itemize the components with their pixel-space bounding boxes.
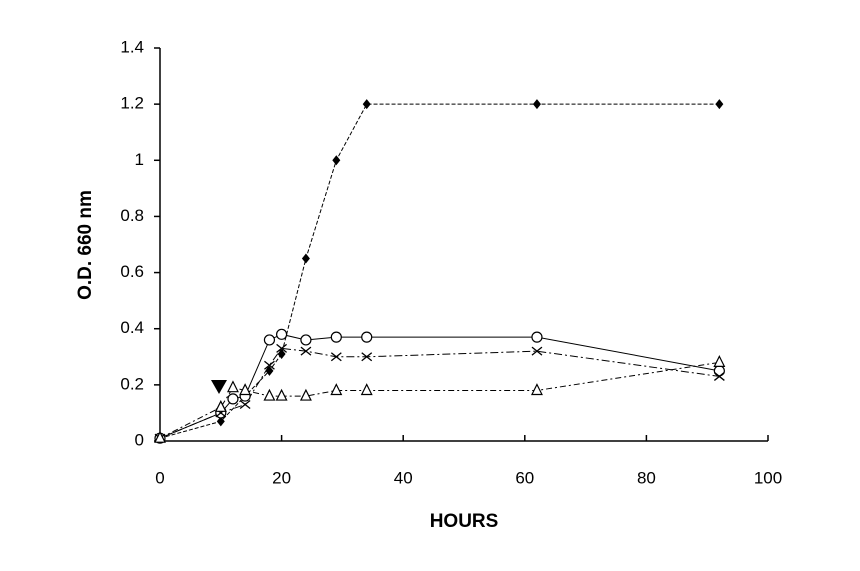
cross-marker [330,352,342,362]
cross-marker [264,360,275,370]
x-axis-label: HOURS [430,511,499,532]
y-tick-label: 0 [135,430,144,449]
y-tick-label: 1.4 [120,37,144,56]
cross-marker [239,399,251,410]
cross-marker [276,343,288,353]
cross-stroke [713,371,725,381]
diamond-marker [332,155,341,166]
diamond-marker [301,253,310,264]
cross-marker [713,371,725,381]
triangle-marker [299,388,312,401]
y-tick-label: 1.2 [120,94,144,113]
cross-stroke [264,360,275,370]
y-tick-label: 0.6 [120,262,144,281]
diamond-marker [362,99,371,110]
y-axis-label: O.D. 660 nm [75,190,96,300]
triangle-marker [360,383,373,396]
y-tick-label: 0.2 [120,374,144,393]
x-tick-label: 0 [155,468,164,487]
x-tick-label: 40 [394,468,413,487]
triangle-marker [226,380,239,393]
cross-stroke [239,399,251,410]
triangle-marker [330,383,343,396]
circle-marker [531,331,543,343]
triangle-marker [239,383,252,396]
inoculation-arrow [211,380,227,394]
cross-stroke [531,346,543,356]
triangle-marker [154,430,166,443]
y-tick-label: 1 [135,150,144,169]
x-tick-label: 100 [754,468,782,487]
circle-marker [300,334,312,346]
x-tick-label: 20 [272,468,291,487]
diamond-marker [715,99,724,110]
circle-marker [361,331,373,343]
diamond-marker [277,348,286,359]
cross-stroke [276,343,288,353]
cross-stroke [330,352,342,362]
circle-marker [263,334,276,346]
diamond-marker [216,416,225,427]
triangle-marker [713,355,726,367]
cross-stroke [300,346,312,356]
triangle-marker [263,388,276,401]
triangle-marker [275,388,288,401]
cross-marker [531,346,543,356]
diamond-marker [532,99,541,110]
x-tick-label: 80 [637,468,656,487]
triangle-marker [530,383,543,396]
circle-marker [227,393,239,405]
x-tick-label: 60 [515,468,534,487]
cross-marker [361,352,373,362]
circle-marker [330,331,342,343]
y-tick-label: 0.8 [120,206,144,225]
circle-marker [276,328,288,340]
y-tick-label: 0.4 [120,318,144,337]
triangle-marker [214,399,227,412]
cross-marker [300,346,312,356]
diamond-marker [265,365,274,376]
cross-stroke [361,352,373,362]
